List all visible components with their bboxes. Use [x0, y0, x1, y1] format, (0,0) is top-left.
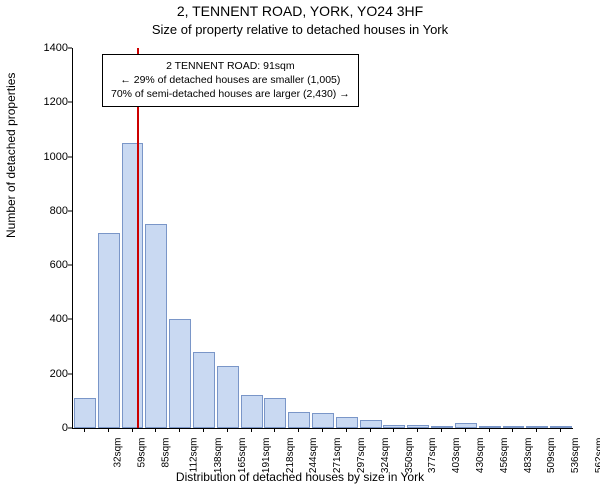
- x-tick-mark: [417, 428, 418, 432]
- x-tick-label: 218sqm: [285, 438, 296, 474]
- histogram-bar: [74, 398, 96, 428]
- x-tick-label: 456sqm: [499, 438, 510, 474]
- x-tick-label: 324sqm: [380, 438, 391, 474]
- x-tick-mark: [132, 428, 133, 432]
- x-tick-mark: [179, 428, 180, 432]
- histogram-chart: 2, TENNENT ROAD, YORK, YO24 3HF Size of …: [0, 0, 600, 500]
- annotation-box: 2 TENNENT ROAD: 91sqm ← 29% of detached …: [102, 54, 359, 107]
- x-tick-label: 165sqm: [237, 438, 248, 474]
- annotation-line-2: ← 29% of detached houses are smaller (1,…: [111, 73, 350, 87]
- x-tick-mark: [298, 428, 299, 432]
- x-tick-mark: [489, 428, 490, 432]
- y-axis-label-text: Number of detached properties: [4, 73, 18, 238]
- x-tick-label: 112sqm: [189, 438, 200, 473]
- x-tick-mark: [274, 428, 275, 432]
- histogram-bar: [360, 420, 382, 428]
- x-tick-label: 509sqm: [547, 438, 558, 474]
- x-tick-label: 403sqm: [451, 438, 462, 474]
- y-tick-label: 1000: [28, 151, 68, 163]
- y-tick-label: 1200: [28, 96, 68, 108]
- x-tick-label: 430sqm: [475, 438, 486, 474]
- y-tick-label: 400: [28, 313, 68, 325]
- x-tick-mark: [512, 428, 513, 432]
- x-tick-mark: [346, 428, 347, 432]
- x-tick-label: 138sqm: [213, 438, 224, 474]
- x-tick-mark: [203, 428, 204, 432]
- histogram-bar: [169, 319, 191, 428]
- x-tick-label: 297sqm: [356, 438, 367, 474]
- histogram-bar: [217, 366, 239, 428]
- histogram-bar: [241, 395, 263, 428]
- x-tick-mark: [441, 428, 442, 432]
- x-tick-label: 377sqm: [428, 438, 439, 474]
- x-tick-mark: [370, 428, 371, 432]
- x-tick-mark: [322, 428, 323, 432]
- x-tick-label: 483sqm: [523, 438, 534, 474]
- annotation-line-1: 2 TENNENT ROAD: 91sqm: [111, 59, 350, 73]
- x-tick-label: 191sqm: [261, 438, 272, 474]
- y-tick-label: 200: [28, 368, 68, 380]
- histogram-bar: [264, 398, 286, 428]
- x-tick-mark: [227, 428, 228, 432]
- x-tick-mark: [108, 428, 109, 432]
- y-axis-label: Number of detached properties: [4, 73, 18, 238]
- x-tick-label: 536sqm: [570, 438, 581, 474]
- x-tick-mark: [560, 428, 561, 432]
- y-tick-label: 1400: [28, 42, 68, 54]
- chart-title: 2, TENNENT ROAD, YORK, YO24 3HF: [0, 3, 600, 19]
- histogram-bar: [122, 143, 144, 428]
- x-tick-mark: [465, 428, 466, 432]
- histogram-bar: [193, 352, 215, 428]
- y-tick-label: 600: [28, 259, 68, 271]
- x-tick-label: 271sqm: [332, 438, 343, 474]
- annotation-line-3: 70% of semi-detached houses are larger (…: [111, 87, 350, 101]
- x-tick-label: 350sqm: [404, 438, 415, 474]
- x-tick-mark: [251, 428, 252, 432]
- y-tick-label: 0: [28, 422, 68, 434]
- histogram-bar: [336, 417, 358, 428]
- x-tick-label: 85sqm: [160, 438, 171, 468]
- x-tick-mark: [536, 428, 537, 432]
- x-tick-label: 562sqm: [594, 438, 600, 474]
- histogram-bar: [288, 412, 310, 428]
- histogram-bar: [145, 224, 167, 428]
- x-tick-label: 59sqm: [136, 438, 147, 468]
- x-tick-mark: [155, 428, 156, 432]
- x-tick-mark: [84, 428, 85, 432]
- x-axis-label: Distribution of detached houses by size …: [0, 470, 600, 484]
- chart-subtitle: Size of property relative to detached ho…: [0, 22, 600, 37]
- x-tick-mark: [393, 428, 394, 432]
- histogram-bar: [98, 233, 120, 428]
- x-tick-label: 244sqm: [308, 438, 319, 474]
- histogram-bar: [312, 413, 334, 428]
- y-tick-label: 800: [28, 205, 68, 217]
- x-tick-label: 32sqm: [112, 438, 123, 468]
